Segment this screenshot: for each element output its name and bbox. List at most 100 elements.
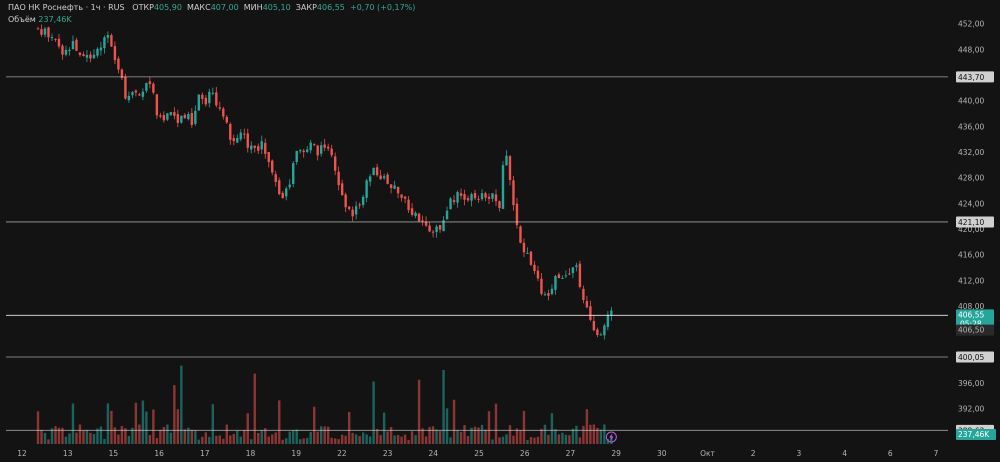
volume-bar xyxy=(257,432,260,444)
symbol-title: ПАО НК Роснефть · 1ч · RUS xyxy=(8,3,125,12)
candle-body xyxy=(424,221,428,226)
volume-bar xyxy=(442,370,445,444)
x-tick-label-20: 7 xyxy=(934,449,939,458)
change-value: +0,70 (+0,17%) xyxy=(349,3,416,12)
candle-body xyxy=(309,142,312,151)
candle-body xyxy=(197,94,201,111)
candle-body xyxy=(522,242,526,253)
volume-bar xyxy=(141,400,145,444)
volume-bar xyxy=(180,365,183,444)
candle-body xyxy=(183,114,187,119)
candle-body xyxy=(166,113,169,120)
volume-bar xyxy=(113,427,117,444)
candle-body xyxy=(606,314,610,328)
x-tick-label-17: 3 xyxy=(797,449,802,458)
high-label: МАКС xyxy=(187,3,211,12)
x-tick-label-13: 29 xyxy=(611,449,621,458)
candle-body xyxy=(589,306,592,320)
candle-body xyxy=(180,115,183,123)
candle-body xyxy=(47,27,50,38)
candle-body xyxy=(393,185,396,189)
candle-body xyxy=(449,198,452,210)
candle-body xyxy=(354,206,358,215)
candle-body xyxy=(267,152,270,163)
volume-bar xyxy=(564,434,568,444)
x-tick-label-11: 26 xyxy=(520,449,530,458)
low-label: МИН xyxy=(243,3,263,12)
candle-body xyxy=(459,193,463,196)
candle-body xyxy=(547,293,550,296)
y-tick-label-8: 420,00 xyxy=(958,225,984,234)
volume-bar xyxy=(218,435,221,444)
volume-bar xyxy=(239,436,242,444)
candle-body xyxy=(131,92,134,96)
x-tick-label-18: 4 xyxy=(842,449,847,458)
x-tick-label-10: 25 xyxy=(474,449,484,458)
volume-bar xyxy=(316,431,319,444)
x-tick-label-0: 12 xyxy=(17,449,27,458)
volume-bar xyxy=(278,400,281,444)
volume-bar xyxy=(68,433,71,444)
volume-bar xyxy=(396,435,400,444)
x-tick-label-15: Окт xyxy=(700,449,715,458)
volume-bar xyxy=(302,438,305,444)
volume-bar xyxy=(78,424,82,444)
volume-bar xyxy=(306,437,309,444)
lightning-icon[interactable] xyxy=(605,431,617,443)
volume-bar xyxy=(351,432,354,444)
lightning-icon-glyph xyxy=(609,433,614,441)
volume-bar xyxy=(361,432,365,444)
candle-body xyxy=(319,145,323,154)
volume-bar xyxy=(333,438,337,444)
last-price-tag xyxy=(956,309,994,330)
candle-body xyxy=(141,91,145,97)
candle-body xyxy=(578,263,582,287)
candle-body xyxy=(466,198,470,201)
candle-body xyxy=(386,174,389,184)
volume-bar xyxy=(106,403,110,444)
candle-body xyxy=(243,133,246,135)
x-tick-label-3: 16 xyxy=(154,449,164,458)
volume-bar xyxy=(529,436,533,444)
volume-tag xyxy=(956,429,996,440)
chart-legend: ПАО НК Роснефть · 1ч · RUS ОТКР405,90 МА… xyxy=(8,3,415,12)
volume-bar xyxy=(410,431,414,444)
x-tick-label-9: 24 xyxy=(429,449,439,458)
candle-body xyxy=(145,82,148,91)
candle-body xyxy=(190,112,194,125)
candle-body xyxy=(68,50,71,52)
volume-bar xyxy=(515,428,519,444)
volume-bar xyxy=(403,434,407,444)
candle-body xyxy=(456,192,459,203)
volume-bar xyxy=(229,435,232,444)
level-tag-label-0: 443,70 xyxy=(958,73,984,82)
candle-body xyxy=(533,264,536,271)
volume-bar xyxy=(71,403,75,444)
volume-bar xyxy=(375,429,379,444)
candle-body xyxy=(379,175,382,180)
candle-body xyxy=(110,35,113,47)
volume-bar xyxy=(211,404,215,444)
volume-bar xyxy=(120,426,124,444)
volume-bar xyxy=(236,430,239,444)
candle-body xyxy=(264,142,267,154)
y-tick-label-6: 428,00 xyxy=(958,174,984,183)
candle-body xyxy=(246,133,249,148)
candle-body xyxy=(218,107,221,109)
candle-body xyxy=(120,69,124,78)
volume-bar xyxy=(589,424,592,444)
candle-body xyxy=(445,210,449,220)
x-tick-label-16: 2 xyxy=(751,449,756,458)
candle-body xyxy=(575,265,578,267)
candle-body xyxy=(225,116,228,123)
candle-body xyxy=(257,146,260,151)
volume-bar xyxy=(522,411,526,444)
volume-bar xyxy=(445,408,449,444)
candle-body xyxy=(103,37,106,49)
x-tick-label-2: 15 xyxy=(109,449,119,458)
volume-bar xyxy=(246,413,249,444)
candle-body xyxy=(124,76,127,99)
volume-bar xyxy=(260,430,263,444)
candle-body xyxy=(229,123,232,140)
